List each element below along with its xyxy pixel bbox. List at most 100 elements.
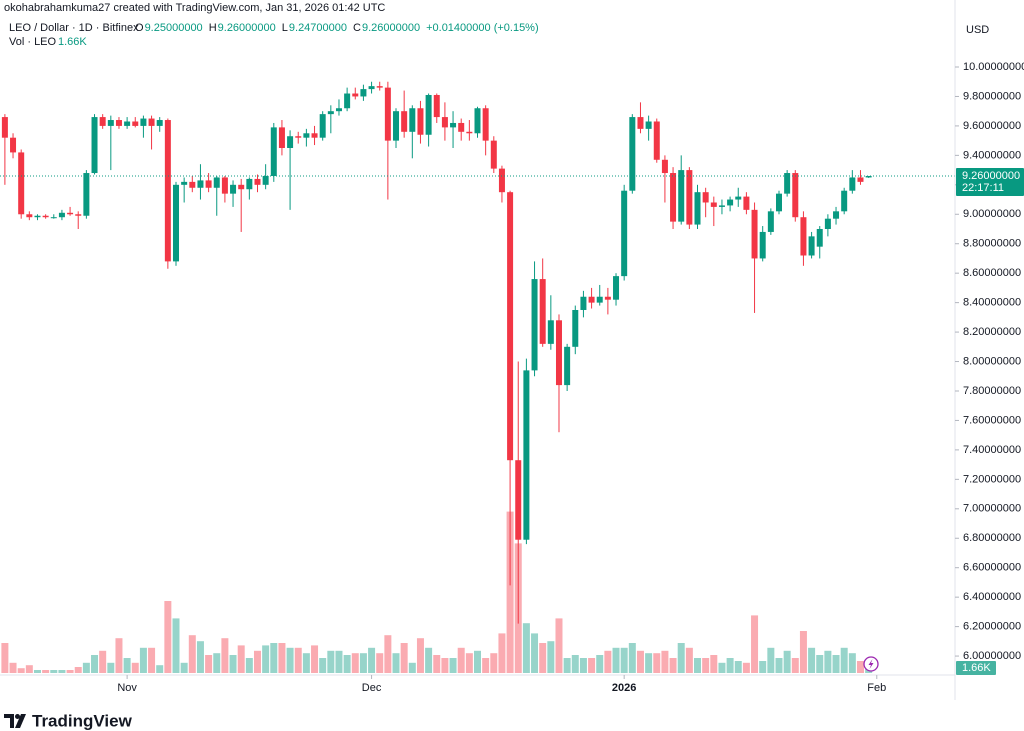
volume-bar	[596, 655, 604, 673]
volume-bar	[751, 615, 759, 673]
volume-bar	[816, 655, 824, 673]
candle-body	[295, 136, 302, 138]
volume-bar	[139, 647, 147, 673]
candle-body	[26, 214, 33, 218]
volume-bar	[33, 670, 41, 673]
candle-body	[865, 175, 872, 178]
volume-bar	[66, 670, 74, 673]
volume-bar	[579, 658, 587, 673]
y-tick-label: 6.40000000	[963, 591, 1021, 603]
y-tick-label: 6.20000000	[963, 621, 1021, 633]
volume-bar	[465, 653, 473, 673]
ohlc-key: C	[353, 22, 361, 34]
candle-body	[246, 178, 253, 190]
candle-body	[613, 276, 620, 300]
volume-bar	[253, 650, 261, 673]
x-tick-label: Dec	[362, 682, 382, 694]
volume-bar	[588, 658, 596, 673]
volume-bar	[107, 662, 115, 673]
candle-body	[670, 173, 677, 222]
volume-bar	[164, 601, 172, 673]
candle-body	[474, 108, 481, 134]
candle-body	[816, 228, 823, 247]
volume-bar	[327, 650, 335, 673]
y-tick-label: 6.80000000	[963, 532, 1021, 544]
ohlc-value: 9.26000000	[362, 22, 420, 34]
y-tick-label: 9.40000000	[963, 149, 1021, 161]
candle-body	[564, 346, 571, 386]
candle-body	[99, 117, 106, 126]
candle-body	[849, 177, 856, 191]
candle-body	[727, 199, 734, 206]
volume-bar	[449, 658, 457, 673]
volume-bar	[42, 670, 50, 673]
candle-body	[637, 117, 644, 129]
candle-body	[450, 122, 457, 128]
volume-bar	[498, 633, 506, 673]
y-tick-label: 7.40000000	[963, 444, 1021, 456]
candle-body	[360, 89, 367, 97]
candle-body	[775, 193, 782, 212]
candle-body	[189, 181, 196, 188]
volume-bar	[856, 661, 864, 673]
volume-bar	[294, 647, 302, 673]
volume-bar	[808, 647, 816, 673]
candle-body	[580, 296, 587, 310]
volume-bar	[400, 643, 408, 673]
candle-body	[197, 180, 204, 188]
volume-bar	[302, 653, 310, 673]
candle-body	[156, 120, 163, 126]
volume-bar	[123, 658, 131, 673]
volume-bar	[482, 658, 490, 673]
volume-bar	[335, 650, 343, 673]
candle-body	[10, 137, 17, 153]
candle-body	[694, 192, 701, 225]
volume-bar	[180, 662, 188, 673]
candle-body	[132, 121, 139, 126]
volume-bar	[99, 650, 107, 673]
candle-body	[718, 205, 725, 207]
candle-body	[833, 211, 840, 219]
candle-body	[710, 202, 717, 207]
candle-body	[547, 320, 554, 344]
candle-body	[303, 133, 310, 138]
volume-bar	[351, 653, 359, 673]
volume-bar	[58, 670, 66, 673]
volume-bar	[848, 653, 856, 673]
volume-bar	[612, 647, 620, 673]
candle-body	[124, 121, 131, 126]
candle-body	[482, 108, 489, 141]
candle-body	[401, 111, 408, 132]
last-price-label: 9.26000000	[962, 170, 1020, 182]
candle-body	[278, 127, 285, 149]
attribution: okohabrahamkuma27 created with TradingVi…	[4, 2, 385, 14]
volume-bar	[636, 650, 644, 673]
volume-bar	[791, 658, 799, 673]
volume-bar	[718, 662, 726, 673]
candle-body	[645, 121, 652, 129]
ohlc-value: 9.25000000	[145, 22, 203, 34]
ohlc-value: 9.24700000	[289, 22, 347, 34]
x-tick-label: Nov	[117, 682, 137, 694]
volume-bar	[425, 647, 433, 673]
candle-body	[352, 93, 359, 97]
volume-bar	[604, 650, 612, 673]
volume-bar	[270, 643, 278, 673]
volume-bar	[726, 658, 734, 673]
volume-bar	[457, 647, 465, 673]
candle-body	[335, 108, 342, 112]
volume-bar	[196, 641, 204, 673]
candle-body	[507, 192, 514, 461]
candle-body	[661, 159, 668, 174]
candle-body	[181, 181, 188, 185]
candle-body	[67, 212, 74, 215]
candle-body	[653, 121, 660, 160]
candle-body	[262, 175, 269, 185]
volume-bar	[74, 667, 82, 673]
volume-bar	[392, 653, 400, 673]
x-tick-label: 2026	[612, 682, 636, 694]
volume-title: Vol · LEO	[9, 36, 57, 48]
change: +0.01400000 (+0.15%)	[426, 22, 539, 34]
symbol: LEO / Dollar · 1D · Bitfinex	[9, 22, 139, 34]
volume-bar	[539, 643, 547, 673]
